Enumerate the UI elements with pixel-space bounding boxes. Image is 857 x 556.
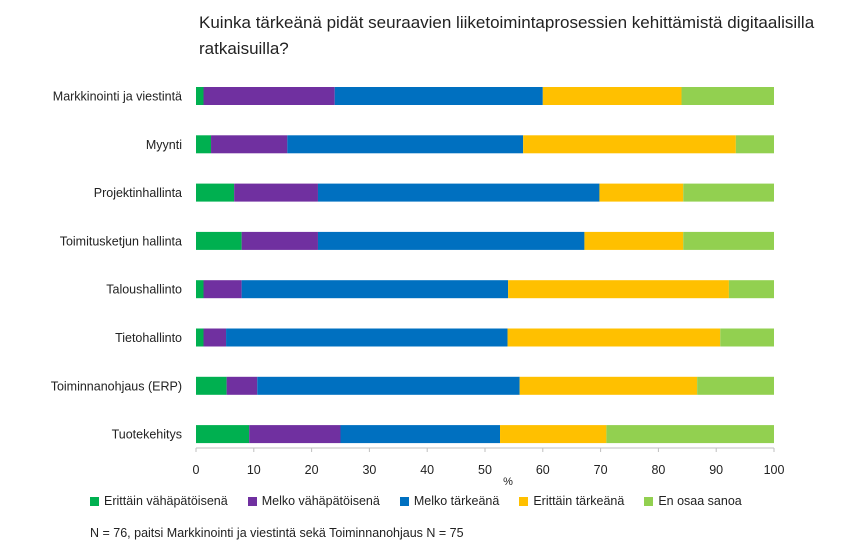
x-tick-label: 90 xyxy=(709,463,723,477)
bar-segment-1-5 xyxy=(681,87,774,105)
legend-item: Erittäin tärkeänä xyxy=(519,494,624,508)
legend-swatch xyxy=(90,496,99,506)
legend-swatch xyxy=(399,496,409,506)
bar-segment-4-4 xyxy=(584,231,684,250)
bar-segment-7-2 xyxy=(226,376,258,395)
bar-segment-5-5 xyxy=(728,280,774,299)
bar-segment-3-4 xyxy=(599,183,684,202)
legend-swatch xyxy=(247,496,257,506)
bar-segment-7-5 xyxy=(697,376,774,395)
bar-segment-2-3 xyxy=(287,135,524,154)
category-label: Tietohallinto xyxy=(115,331,182,345)
x-tick-label: 80 xyxy=(651,463,665,477)
legend-swatch xyxy=(519,496,529,506)
legend-label: Erittäin vähäpätöisenä xyxy=(104,494,228,508)
legend-item: Erittäin vähäpätöisenä xyxy=(90,494,228,508)
x-tick-label: 0 xyxy=(193,463,200,477)
x-tick-label: 10 xyxy=(247,463,261,477)
bar-segment-2-4 xyxy=(523,135,736,154)
x-axis-label: % xyxy=(503,476,513,488)
x-tick-label: 70 xyxy=(594,463,608,477)
bar-segment-6-1 xyxy=(196,328,204,347)
bar-segment-2-1 xyxy=(196,135,212,154)
bar-segment-3-1 xyxy=(196,183,235,202)
bar-segment-2-2 xyxy=(211,135,288,154)
legend-label: Melko tärkeänä xyxy=(413,494,500,508)
category-label: Taloushallinto xyxy=(106,283,182,297)
bar-segment-6-4 xyxy=(507,328,721,347)
x-tick-label: 40 xyxy=(420,463,434,477)
category-label: Tuotekehitys xyxy=(112,428,182,442)
footnote: N = 76, paitsi Markkinointi ja viestintä… xyxy=(90,526,464,540)
bar-segment-4-3 xyxy=(317,231,585,250)
x-tick-label: 100 xyxy=(764,463,785,477)
bar-segment-1-4 xyxy=(542,87,682,105)
category-label: Myynti xyxy=(146,138,182,152)
category-label: Markkinointi ja viestintä xyxy=(53,90,182,104)
stacked-bar-chart: Markkinointi ja viestintä Myynti Projektin… xyxy=(51,87,785,488)
bar-segment-3-2 xyxy=(234,183,318,202)
bar-segment-8-2 xyxy=(249,425,341,444)
bar-segment-5-1 xyxy=(196,280,204,299)
legend-item: Melko tärkeänä xyxy=(399,494,500,508)
bar-segment-5-2 xyxy=(203,280,242,299)
legend-label: En osaa sanoa xyxy=(658,494,742,508)
bar-segment-6-3 xyxy=(226,328,508,347)
bar-segment-5-3 xyxy=(241,280,509,299)
bar-segment-8-1 xyxy=(196,425,250,444)
bar-segment-1-3 xyxy=(334,87,543,105)
category-label: Toimitusketjun hallinta xyxy=(60,234,182,248)
legend-item: Melko vähäpätöisenä xyxy=(247,494,380,508)
bar-segment-7-1 xyxy=(196,376,227,395)
legend-swatch xyxy=(644,496,654,506)
x-tick-label: 60 xyxy=(536,463,550,477)
bar-segment-6-5 xyxy=(720,328,774,347)
bar-segment-4-2 xyxy=(241,231,318,250)
bar-segment-3-5 xyxy=(683,183,774,202)
legend-item: En osaa sanoa xyxy=(644,494,742,508)
x-tick-label: 30 xyxy=(362,463,376,477)
bar-segment-7-4 xyxy=(519,376,698,395)
legend: Erittäin vähäpätöisenä Melko vähäpätöisen… xyxy=(90,494,762,508)
category-label: Toiminnanohjaus (ERP) xyxy=(51,379,182,393)
bar-segment-4-1 xyxy=(196,231,242,250)
legend-label: Melko vähäpätöisenä xyxy=(261,494,380,508)
bar-segment-1-2 xyxy=(203,87,335,105)
bar-segment-2-5 xyxy=(735,135,774,154)
bar-segment-6-2 xyxy=(203,328,227,347)
bar-segment-3-3 xyxy=(317,183,600,202)
legend-label: Erittäin tärkeänä xyxy=(533,494,625,508)
bar-segment-8-3 xyxy=(340,425,501,444)
bar-segment-1-1 xyxy=(196,87,204,105)
bar-segment-4-5 xyxy=(683,231,774,250)
chart-title: Kuinka tärkeänä pidät seuraavien liiketo… xyxy=(199,13,815,58)
bar-segment-8-4 xyxy=(500,425,607,444)
category-label: Projektinhallinta xyxy=(94,186,182,200)
x-tick-label: 20 xyxy=(305,463,319,477)
bar-segment-5-4 xyxy=(508,280,729,299)
bar-segment-7-3 xyxy=(257,376,520,395)
x-tick-label: 50 xyxy=(478,463,492,477)
bar-segment-8-5 xyxy=(606,425,774,444)
